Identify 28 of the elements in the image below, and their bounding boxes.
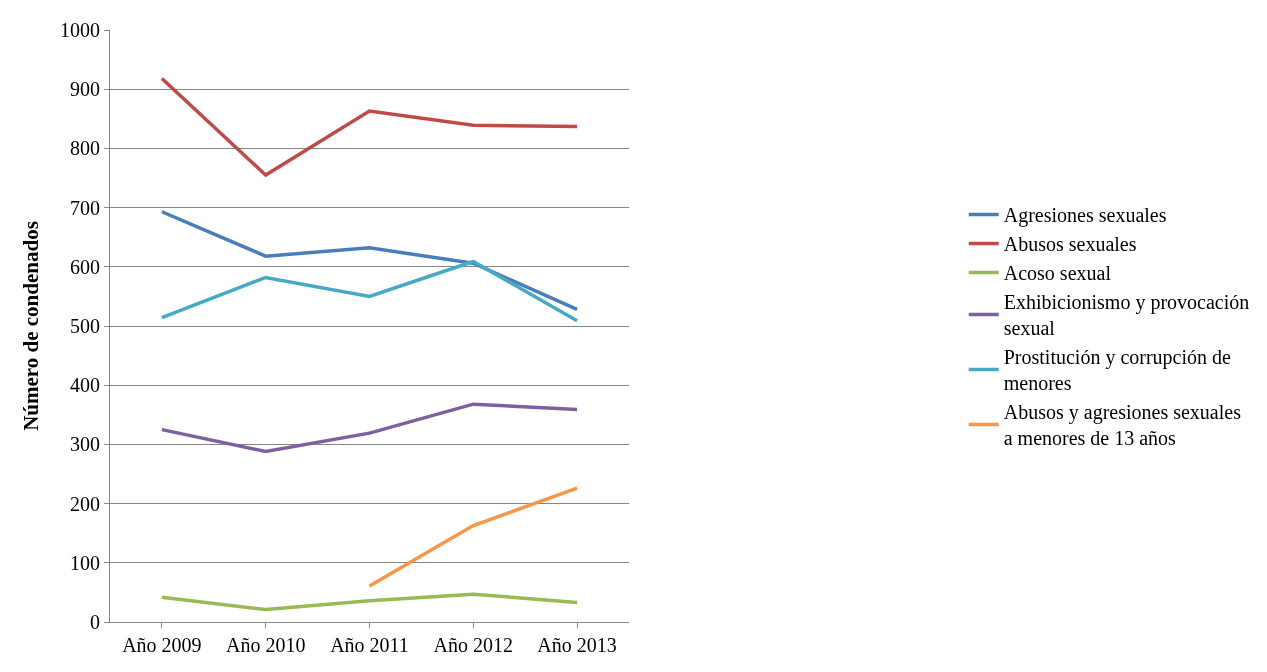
y-axis-title: Número de condenados: [19, 221, 44, 431]
line-series: [160, 402, 579, 454]
y-tick-label: 900: [70, 78, 100, 101]
legend-label: Abusos y agresiones sexuales a menores de 13 años: [1003, 401, 1242, 450]
legend-label: Exhibicionismo y provocación sexual: [1003, 291, 1250, 340]
y-tick-label: 700: [70, 196, 100, 219]
x-tick-label: Año 2012: [433, 634, 513, 656]
y-tick-label: 100: [70, 551, 100, 574]
y-tick-label: 0: [90, 611, 100, 633]
y-tick-label: 400: [70, 374, 100, 397]
legend-label: Abusos sexuales: [1003, 233, 1137, 256]
x-tick-label: Año 2009: [122, 634, 202, 656]
y-tick-label: 800: [70, 137, 100, 160]
x-tick-label: Año 2013: [537, 634, 617, 656]
y-tick-label: 200: [70, 492, 100, 515]
y-tick-label: 300: [70, 433, 100, 456]
y-tick-label: 1000: [60, 19, 100, 41]
legend-label: Prostitución y corrupción de menores: [1003, 346, 1232, 395]
y-tick-label: 600: [70, 255, 100, 278]
line-series: [160, 76, 579, 177]
line-series: [160, 259, 579, 323]
line-series: [160, 209, 579, 312]
legend-label: Agresiones sexuales: [1003, 204, 1167, 228]
legend-label: Acoso sexual: [1003, 262, 1112, 285]
line-series: [160, 592, 579, 612]
y-tick-label: 500: [70, 315, 100, 337]
x-tick-label: Año 2011: [330, 634, 409, 656]
x-tick-label: Año 2010: [225, 634, 306, 656]
